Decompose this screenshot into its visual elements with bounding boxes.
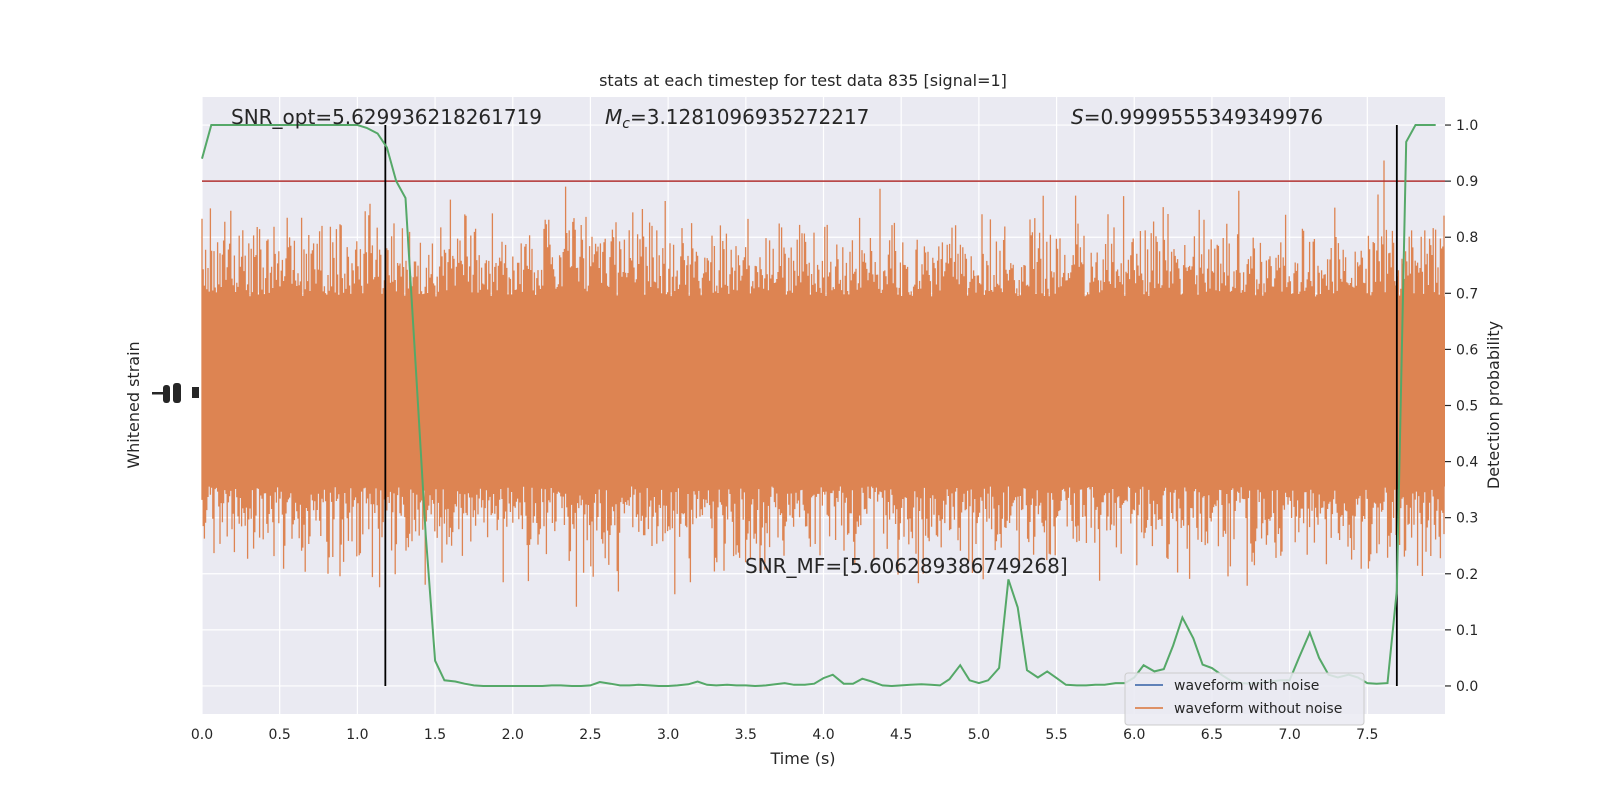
y-tick-label: 1.0 (1456, 118, 1478, 134)
x-tick-label: 2.0 (502, 727, 524, 743)
left-axis-mark (192, 387, 199, 398)
s-symbol: S (1071, 105, 1084, 129)
x-tick-label: 3.5 (735, 727, 757, 743)
left-axis-mark (163, 385, 170, 403)
y-tick-label: 0.4 (1456, 455, 1478, 471)
legend-label-with-noise: waveform with noise (1174, 678, 1319, 694)
x-tick-label: 7.0 (1278, 727, 1300, 743)
s-annotation: S=0.9999555349349976 (1071, 105, 1323, 129)
x-tick-label: 5.5 (1045, 727, 1067, 743)
y-tick-label: 0.8 (1456, 230, 1478, 246)
y-tick-label: 0.9 (1456, 174, 1478, 190)
whitened-strain-trace (201, 160, 1445, 607)
right-y-axis-label: Detection probability (1484, 321, 1503, 489)
left-axis-mark (173, 383, 181, 403)
snr-mf-annotation: SNR_MF=[5.606289386749268] (745, 554, 1068, 578)
snr-opt-annotation: SNR_opt=5.629936218261719 (231, 105, 542, 129)
x-tick-label: 6.5 (1201, 727, 1223, 743)
x-tick-label: 2.5 (579, 727, 601, 743)
x-tick-label: 1.5 (424, 727, 446, 743)
left-axis-mark (152, 392, 166, 395)
chart-title: stats at each timestep for test data 835… (599, 71, 1007, 90)
x-tick-label: 5.0 (968, 727, 990, 743)
chirp-mass-annotation: Mc=3.1281096935272217 (605, 105, 869, 132)
y-tick-label: 0.0 (1456, 679, 1478, 695)
chirp-mass-symbol: M (605, 105, 622, 129)
x-tick-label: 3.0 (657, 727, 679, 743)
s-value: =0.9999555349349976 (1084, 105, 1323, 129)
x-tick-label: 0.0 (191, 727, 213, 743)
y-tick-label: 0.7 (1456, 286, 1478, 302)
y-tick-label: 0.6 (1456, 342, 1478, 358)
x-tick-label: 7.5 (1356, 727, 1378, 743)
x-axis-label: Time (s) (769, 749, 835, 768)
legend: waveform with noise waveform without noi… (1124, 672, 1365, 726)
x-axis-ticks: 0.0 0.5 1.0 1.5 2.0 2.5 3.0 3.5 4.0 4.5 5.0 5.5 6.0 6… (191, 727, 1379, 743)
left-axis-tick-marks (152, 383, 199, 403)
x-tick-label: 4.0 (812, 727, 834, 743)
y-tick-label: 0.1 (1456, 623, 1478, 639)
x-tick-label: 6.0 (1123, 727, 1145, 743)
chirp-mass-subscript: c (622, 116, 630, 132)
legend-box (1124, 672, 1365, 726)
x-tick-label: 0.5 (269, 727, 291, 743)
legend-label-without-noise: waveform without noise (1174, 701, 1342, 717)
y-right-axis-ticks: 0.0 0.1 0.2 0.3 0.4 0.5 0.6 0.7 0.8 0.9 1.0 (1445, 118, 1478, 695)
x-tick-label: 1.0 (346, 727, 368, 743)
strain-trace (201, 160, 1445, 607)
chirp-mass-value: =3.1281096935272217 (630, 105, 869, 129)
y-tick-label: 0.5 (1456, 399, 1478, 415)
left-y-axis-label: Whitened strain (124, 341, 143, 468)
y-tick-label: 0.2 (1456, 567, 1478, 583)
x-tick-label: 4.5 (890, 727, 912, 743)
y-tick-label: 0.3 (1456, 511, 1478, 527)
